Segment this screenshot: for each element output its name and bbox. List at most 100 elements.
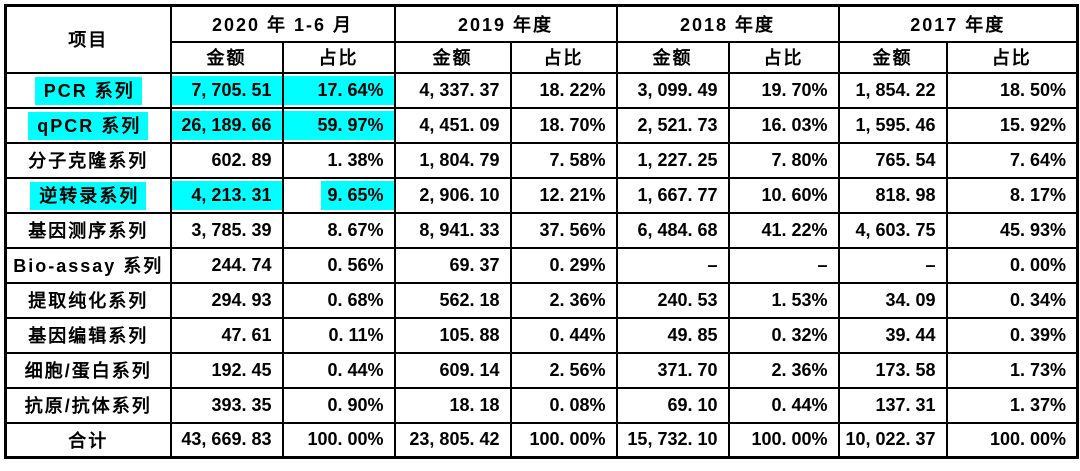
cell-value: 26, 189. 66 xyxy=(172,110,281,140)
row-label-text: 基因编辑系列 xyxy=(28,326,149,346)
cell-value: 1, 595. 46 xyxy=(855,114,936,135)
cell-value: 1, 854. 22 xyxy=(855,79,936,100)
cell-value: 2, 906. 10 xyxy=(419,184,500,205)
ratio-cell: 0. 90% xyxy=(281,386,396,424)
total-row: 合计 43, 669. 83 100. 00% 23, 805. 42 100. 00%… xyxy=(4,421,1079,459)
cell-value: 69. 10 xyxy=(667,394,718,415)
cell-value: 0. 29% xyxy=(549,254,606,275)
cell-value: 59. 97% xyxy=(284,110,393,140)
cell-value: 137. 31 xyxy=(875,394,936,415)
ratio-cell: 7. 58% xyxy=(509,141,618,179)
header-group-2019: 2019 年度 xyxy=(393,4,618,43)
ratio-cell: 1. 73% xyxy=(945,351,1079,389)
header-group-2018: 2018 年度 xyxy=(615,4,840,43)
header-ratio-2019: 占比 xyxy=(509,40,618,74)
ratio-cell: 0. 00% xyxy=(945,246,1079,284)
cell-value: 0. 34% xyxy=(1010,289,1067,310)
ratio-cell: 8. 67% xyxy=(281,211,396,249)
cell-value: 17. 64% xyxy=(284,75,393,105)
header-item: 项目 xyxy=(4,4,172,74)
cell-value: 2. 56% xyxy=(549,359,606,380)
amount-cell: 294. 93 xyxy=(169,281,284,319)
cell-value: 19. 70% xyxy=(761,79,828,100)
cell-value: 18. 50% xyxy=(999,79,1067,100)
row-label: 基因编辑系列 xyxy=(4,316,172,354)
row-label: 逆转录系列 xyxy=(4,176,172,214)
amount-cell: 3, 785. 39 xyxy=(169,211,284,249)
ratio-cell: 2. 36% xyxy=(509,281,618,319)
ratio-cell: 9. 65% xyxy=(281,176,396,214)
cell-value: 602. 89 xyxy=(211,149,272,170)
ratio-cell: 10. 60% xyxy=(727,176,840,214)
cell-value: 0. 44% xyxy=(771,394,828,415)
row-label-text: PCR 系列 xyxy=(34,77,142,105)
cell-value: – xyxy=(925,254,936,275)
table-row: 分子克隆系列 602. 89 1. 38% 1, 804. 79 7. 58% 1, 22… xyxy=(4,141,1079,179)
ratio-cell: 59. 97% xyxy=(281,106,396,144)
amount-cell: 34. 09 xyxy=(837,281,948,319)
amount-cell: 18. 18 xyxy=(393,386,512,424)
cell-value: 1. 37% xyxy=(1010,394,1067,415)
cell-value: 34. 09 xyxy=(885,289,936,310)
cell-value: 0. 44% xyxy=(549,324,606,345)
amount-cell: 4, 451. 09 xyxy=(393,106,512,144)
amount-cell: 609. 14 xyxy=(393,351,512,389)
amount-cell: 6, 484. 68 xyxy=(615,211,730,249)
ratio-cell: 0. 68% xyxy=(281,281,396,319)
amount-cell: 4, 213. 31 xyxy=(169,176,284,214)
table-row: 细胞/蛋白系列 192. 45 0. 44% 609. 14 2. 56% 371. 70… xyxy=(4,351,1079,389)
header-group-2017: 2017 年度 xyxy=(837,4,1079,43)
row-label-text: 细胞/蛋白系列 xyxy=(24,361,152,381)
row-label-text: qPCR 系列 xyxy=(28,112,149,140)
cell-value: 240. 53 xyxy=(657,289,718,310)
cell-value: 7. 58% xyxy=(549,149,606,170)
revenue-by-product-series-table: 项目 2020 年 1-6 月 2019 年度 2018 年度 2017 年度 … xyxy=(4,4,1080,459)
cell-value: 4, 337. 37 xyxy=(419,79,500,100)
cell-value: 0. 08% xyxy=(549,394,606,415)
row-label-text: 提取纯化系列 xyxy=(28,291,149,311)
header-ratio-2020: 占比 xyxy=(281,40,396,74)
row-label: 提取纯化系列 xyxy=(4,281,172,319)
ratio-cell: 18. 22% xyxy=(509,71,618,109)
cell-value: 0. 39% xyxy=(1010,324,1067,345)
amount-cell: 240. 53 xyxy=(615,281,730,319)
header-amount-2020: 金额 xyxy=(169,40,284,74)
cell-value: 37. 56% xyxy=(539,219,606,240)
row-label-text: 逆转录系列 xyxy=(30,182,147,210)
cell-value: 818. 98 xyxy=(875,184,936,205)
cell-value: 8. 67% xyxy=(327,219,384,240)
cell-value: 4, 213. 31 xyxy=(172,180,281,210)
amount-cell: – xyxy=(615,246,730,284)
ratio-cell: 0. 11% xyxy=(281,316,396,354)
cell-value: 18. 18 xyxy=(449,394,500,415)
amount-cell: 818. 98 xyxy=(837,176,948,214)
cell-value: 192. 45 xyxy=(211,359,272,380)
cell-value: 7. 64% xyxy=(1010,149,1067,170)
cell-value: 1, 667. 77 xyxy=(637,184,718,205)
cell-value: 371. 70 xyxy=(657,359,718,380)
ratio-cell: 100. 00% xyxy=(945,421,1079,459)
ratio-cell: 18. 50% xyxy=(945,71,1079,109)
cell-value: 69. 37 xyxy=(449,254,500,275)
amount-cell: 1, 854. 22 xyxy=(837,71,948,109)
amount-cell: 1, 595. 46 xyxy=(837,106,948,144)
cell-value: 0. 00% xyxy=(1010,254,1067,275)
ratio-cell: 0. 34% xyxy=(945,281,1079,319)
amount-cell: 1, 804. 79 xyxy=(393,141,512,179)
cell-value: 43, 669. 83 xyxy=(181,429,272,450)
amount-cell: 192. 45 xyxy=(169,351,284,389)
ratio-cell: 37. 56% xyxy=(509,211,618,249)
header-amount-2017: 金额 xyxy=(837,40,948,74)
amount-cell: 47. 61 xyxy=(169,316,284,354)
table-row: 逆转录系列 4, 213. 31 9. 65% 2, 906. 10 12. 21% 1,… xyxy=(4,176,1079,214)
cell-value: 16. 03% xyxy=(761,114,828,135)
table-row: Bio-assay 系列 244. 74 0. 56% 69. 37 0. 29% – – –… xyxy=(4,246,1079,284)
cell-value: 3, 785. 39 xyxy=(191,219,272,240)
cell-value: 100. 00% xyxy=(989,429,1067,450)
amount-cell: 43, 669. 83 xyxy=(169,421,284,459)
ratio-cell: – xyxy=(727,246,840,284)
ratio-cell: 16. 03% xyxy=(727,106,840,144)
cell-value: 7, 705. 51 xyxy=(172,75,281,105)
cell-value: 765. 54 xyxy=(875,149,936,170)
ratio-cell: 17. 64% xyxy=(281,71,396,109)
